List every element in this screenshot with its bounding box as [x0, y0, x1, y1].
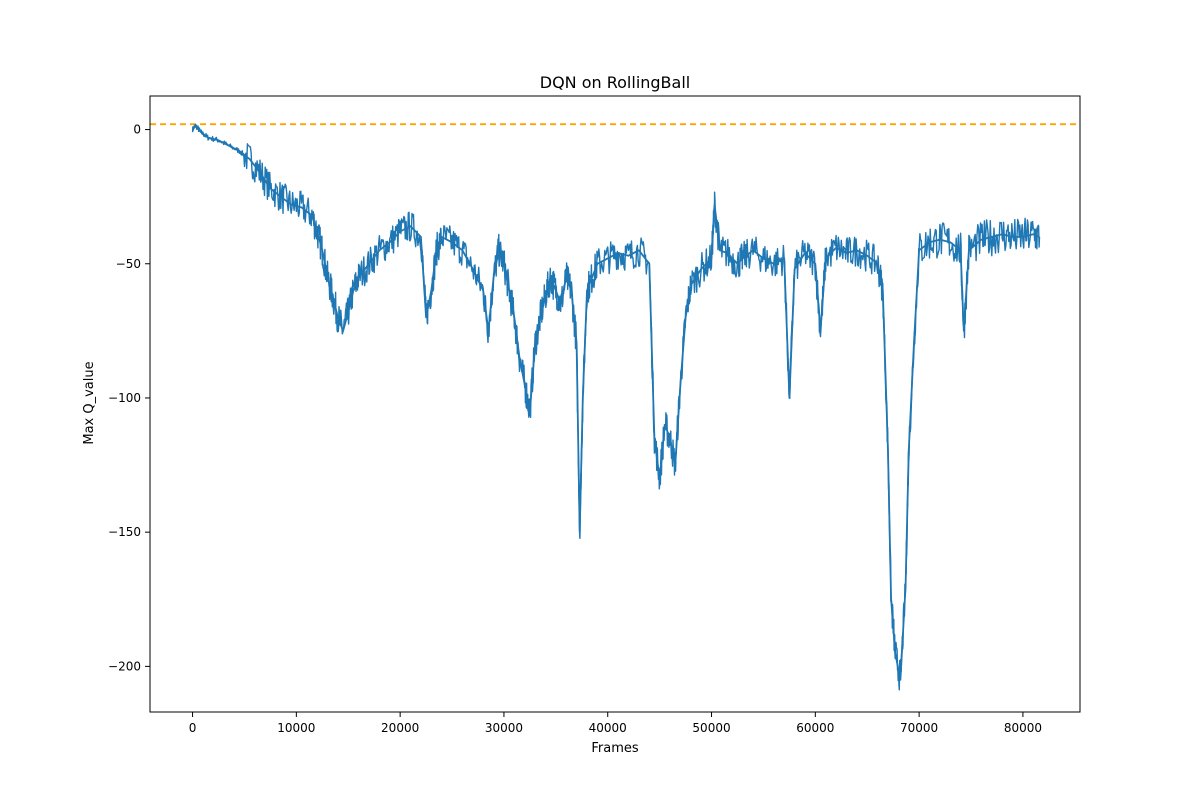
x-tick-label: 20000	[381, 721, 419, 735]
x-tick-label: 10000	[277, 721, 315, 735]
x-tick-label: 50000	[692, 721, 730, 735]
y-tick-label: −150	[108, 525, 141, 539]
y-axis-ticks: 0 −50 −100 −150 −200	[108, 123, 150, 673]
y-tick-label: −200	[108, 659, 141, 673]
plot-area	[150, 123, 1080, 691]
x-axis-ticks: 0 10000 20000 30000 40000 50000 60000 70000 8000…	[189, 712, 1042, 735]
series-line	[191, 124, 1040, 681]
x-tick-label: 60000	[796, 721, 834, 735]
y-tick-label: −100	[108, 391, 141, 405]
y-tick-label: −50	[116, 257, 141, 271]
y-tick-label: 0	[133, 123, 141, 137]
x-tick-label: 0	[189, 721, 197, 735]
chart-title: DQN on RollingBall	[540, 73, 690, 92]
series-line-noise	[191, 123, 1041, 691]
x-axis-label: Frames	[591, 741, 639, 756]
plot-frame	[149, 95, 1081, 713]
x-tick-label: 80000	[1004, 721, 1042, 735]
x-tick-label: 30000	[485, 721, 523, 735]
x-tick-label: 70000	[900, 721, 938, 735]
x-tick-label: 40000	[589, 721, 627, 735]
y-axis-label: Max Q_value	[82, 361, 97, 444]
